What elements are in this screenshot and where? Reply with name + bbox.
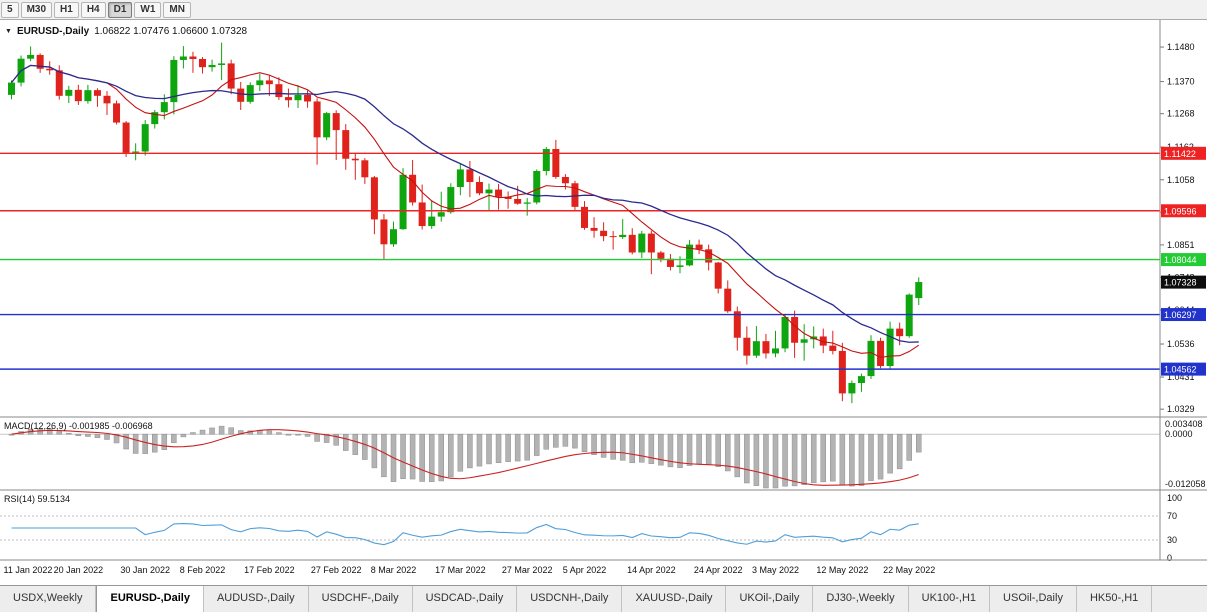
timeframe-button-h4[interactable]: H4 — [80, 1, 106, 18]
svg-text:24 Apr 2022: 24 Apr 2022 — [694, 565, 743, 575]
price-axis: 1.14801.13701.12681.11621.10581.09551.08… — [1160, 42, 1195, 414]
symbol-tab-audusd[interactable]: AUDUSD-,Daily — [203, 586, 309, 612]
current-price-badge — [1161, 275, 1206, 289]
symbol-tab-xauusd[interactable]: XAUUSD-,Daily — [622, 586, 727, 612]
symbol-tab-uk100[interactable]: UK100-,H1 — [908, 586, 991, 612]
ma-slow-line — [10, 64, 919, 343]
rsi-line — [11, 522, 919, 546]
timeframe-button-mn[interactable]: MN — [163, 1, 191, 18]
symbol-tab-usdx[interactable]: USDX,Weekly — [0, 586, 97, 612]
svg-text:12 May 2022: 12 May 2022 — [816, 565, 868, 575]
svg-text:1.11422: 1.11422 — [1164, 149, 1196, 159]
symbol-tab-usoil[interactable]: USOil-,Daily — [990, 586, 1077, 612]
svg-text:30 Jan 2022: 30 Jan 2022 — [120, 565, 170, 575]
symbol-tab-dj30[interactable]: DJ30-,Weekly — [813, 586, 909, 612]
timeframe-button-5[interactable]: 5 — [1, 1, 19, 18]
svg-text:1.0431: 1.0431 — [1167, 372, 1195, 382]
svg-text:17 Mar 2022: 17 Mar 2022 — [435, 565, 486, 575]
svg-text:8 Feb 2022: 8 Feb 2022 — [180, 565, 226, 575]
svg-text:11 Jan 2022: 11 Jan 2022 — [4, 565, 53, 575]
macd-indicator-label: MACD(12,26,9) -0.001985 -0.006968 — [4, 421, 153, 431]
timeframe-toolbar: 5 M30 H1 H4 D1 W1 MN — [0, 0, 1207, 20]
svg-text:27 Mar 2022: 27 Mar 2022 — [502, 565, 553, 575]
level-price-badge-1 — [1161, 146, 1206, 160]
svg-text:1.08044: 1.08044 — [1164, 255, 1197, 265]
svg-text:17 Feb 2022: 17 Feb 2022 — [244, 565, 295, 575]
symbol-tab-ukoil[interactable]: UKOil-,Daily — [726, 586, 814, 612]
timeframe-button-m30[interactable]: M30 — [20, 1, 53, 18]
symbol-tabbar: USDX,Weekly EURUSD-,Daily AUDUSD-,Daily USD… — [0, 585, 1207, 612]
level-price-badge-4 — [1161, 308, 1206, 322]
ma-fast-line — [11, 64, 920, 359]
timeframe-button-d1[interactable]: D1 — [107, 1, 133, 18]
svg-text:27 Feb 2022: 27 Feb 2022 — [311, 565, 362, 575]
chart-symbol-label: EURUSD-,Daily — [16, 26, 90, 37]
date-axis: 11 Jan 2022 20 Jan 2022 30 Jan 2022 8 Feb 2… — [4, 565, 936, 575]
symbol-marker-icon: ▼ — [5, 28, 12, 35]
svg-text:1.1268: 1.1268 — [1167, 109, 1195, 119]
svg-text:1.0329: 1.0329 — [1167, 404, 1195, 414]
macd-histogram — [8, 425, 922, 489]
symbol-tab-eurusd[interactable]: EURUSD-,Daily — [96, 586, 204, 612]
rsi-indicator-label: RSI(14) 59.5134 — [4, 494, 71, 504]
svg-text:1.1370: 1.1370 — [1167, 77, 1195, 87]
svg-text:1.0851: 1.0851 — [1167, 240, 1195, 250]
svg-text:20 Jan 2022: 20 Jan 2022 — [54, 565, 104, 575]
svg-text:1.0536: 1.0536 — [1167, 339, 1195, 349]
level-price-badge-3 — [1161, 253, 1206, 267]
svg-text:100: 100 — [1167, 493, 1182, 503]
svg-text:1.04562: 1.04562 — [1164, 365, 1197, 375]
svg-text:1.07328: 1.07328 — [1164, 278, 1197, 288]
chart-title: ▼ EURUSD-,Daily 1.06822 1.07476 1.06600 … — [5, 26, 247, 37]
svg-text:1.1058: 1.1058 — [1167, 175, 1195, 185]
chart-area: 1.14801.13701.12681.11621.10581.09551.08… — [0, 20, 1207, 585]
chart-canvas[interactable]: 1.14801.13701.12681.11621.10581.09551.08… — [0, 20, 1207, 585]
svg-text:3 May 2022: 3 May 2022 — [752, 565, 799, 575]
svg-text:-0.012058: -0.012058 — [1165, 479, 1206, 489]
symbol-tab-usdcad[interactable]: USDCAD-,Daily — [412, 586, 518, 612]
svg-text:1.09596: 1.09596 — [1164, 206, 1197, 216]
timeframe-button-w1[interactable]: W1 — [134, 1, 162, 18]
svg-text:1.06297: 1.06297 — [1164, 310, 1197, 320]
svg-text:1.1480: 1.1480 — [1167, 42, 1195, 52]
svg-text:22 May 2022: 22 May 2022 — [883, 565, 935, 575]
svg-text:0: 0 — [1167, 553, 1172, 563]
level-price-badge-2 — [1161, 204, 1206, 218]
symbol-tab-hk50[interactable]: HK50-,H1 — [1076, 586, 1153, 612]
svg-text:14 Apr 2022: 14 Apr 2022 — [627, 565, 676, 575]
macd-signal-line — [11, 429, 919, 486]
svg-text:30: 30 — [1167, 535, 1177, 545]
svg-text:5 Apr 2022: 5 Apr 2022 — [563, 565, 607, 575]
svg-text:8 Mar 2022: 8 Mar 2022 — [371, 565, 417, 575]
candlestick-series — [8, 42, 923, 404]
level-price-badge-5 — [1161, 362, 1206, 376]
chart-ohlc-values: 1.06822 1.07476 1.06600 1.07328 — [94, 26, 248, 37]
svg-text:0.003408: 0.003408 — [1165, 419, 1203, 429]
symbol-tab-usdchf[interactable]: USDCHF-,Daily — [308, 586, 413, 612]
timeframe-button-h1[interactable]: H1 — [54, 1, 79, 18]
svg-text:70: 70 — [1167, 511, 1177, 521]
rsi-axis: 100 70 30 0 — [1167, 493, 1182, 563]
symbol-tab-usdcnh[interactable]: USDCNH-,Daily — [517, 586, 623, 612]
svg-text:0.0000: 0.0000 — [1165, 429, 1193, 439]
